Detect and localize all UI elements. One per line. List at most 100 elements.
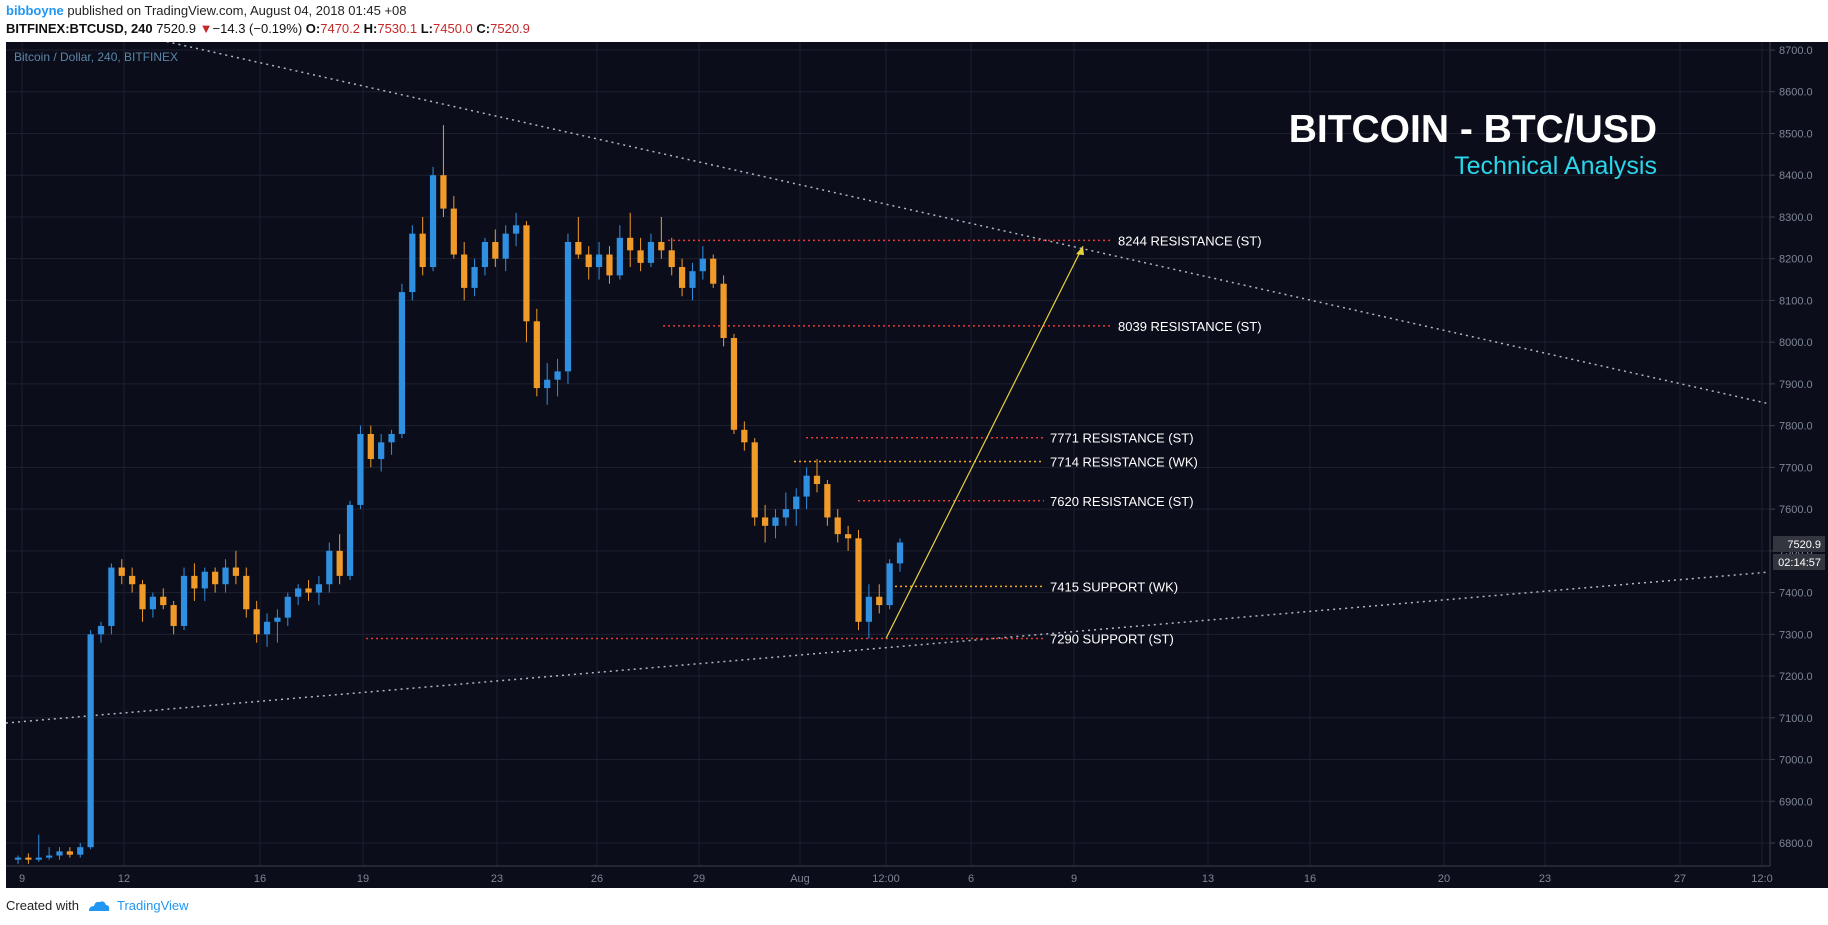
candle-body bbox=[710, 258, 717, 284]
close-value: 7520.9 bbox=[490, 21, 530, 36]
y-tick-label: 7800.0 bbox=[1779, 421, 1813, 433]
candle-body bbox=[305, 588, 312, 593]
candle-body bbox=[585, 254, 592, 268]
x-tick-label: 23 bbox=[1539, 873, 1551, 885]
y-tick-label: 7900.0 bbox=[1779, 379, 1813, 391]
published-text: published on TradingView.com, August 04,… bbox=[67, 3, 407, 18]
candle-body bbox=[606, 254, 613, 276]
symbol-label: BITFINEX:BTCUSD, 240 bbox=[6, 21, 153, 36]
candles bbox=[14, 125, 904, 864]
ohlc-line: BITFINEX:BTCUSD, 240 7520.9 ▼−14.3 (−0.1… bbox=[6, 21, 530, 36]
candle-body bbox=[793, 496, 800, 510]
y-tick-label: 7700.0 bbox=[1779, 462, 1813, 474]
y-tick-label: 7300.0 bbox=[1779, 629, 1813, 641]
candle-body bbox=[25, 857, 32, 860]
candle-body bbox=[741, 429, 748, 443]
candle-body bbox=[378, 442, 385, 460]
candle-body bbox=[502, 233, 509, 259]
y-tick-label: 8200.0 bbox=[1779, 254, 1813, 266]
publish-line: bibboyne published on TradingView.com, A… bbox=[6, 3, 407, 18]
candle-body bbox=[243, 575, 250, 610]
y-axis[interactable]: 8700.0 8600.0 8500.0 8400.0 8300.0 8200.0 8100… bbox=[1769, 42, 1828, 888]
candle-body bbox=[876, 596, 883, 606]
candle-body bbox=[139, 584, 146, 610]
author-link[interactable]: bibboyne bbox=[6, 3, 64, 18]
y-tick-label: 6800.0 bbox=[1779, 838, 1813, 850]
countdown-tag-label: 02:14:57 bbox=[1778, 557, 1821, 569]
y-tick-label: 8000.0 bbox=[1779, 337, 1813, 349]
candle-body bbox=[689, 271, 696, 288]
candle-body bbox=[388, 433, 395, 443]
last-price-tag bbox=[1773, 536, 1825, 552]
candle-body bbox=[824, 484, 831, 518]
candle-body bbox=[658, 241, 665, 251]
candle-body bbox=[481, 241, 489, 268]
open-value: 7470.2 bbox=[320, 21, 360, 36]
candle-body bbox=[637, 250, 644, 263]
y-tick-label: 8300.0 bbox=[1779, 212, 1813, 224]
candle-body bbox=[419, 233, 426, 268]
candle-body bbox=[180, 575, 188, 626]
tradingview-link[interactable]: TradingView bbox=[116, 898, 189, 913]
candle-body bbox=[896, 542, 904, 564]
price-chart[interactable]: 8244 RESISTANCE (ST) 8039 RESISTANCE (ST)… bbox=[0, 42, 1828, 890]
ascending-trendline bbox=[5, 571, 1771, 724]
x-tick-label: 12:0 bbox=[1751, 873, 1772, 885]
chart-subtitle: Technical Analysis bbox=[1454, 152, 1657, 180]
y-tick-label: 7100.0 bbox=[1779, 713, 1813, 725]
candle-body bbox=[191, 575, 198, 589]
level-label: 8039 RESISTANCE (ST) bbox=[1118, 319, 1262, 334]
candle-body bbox=[14, 857, 22, 860]
candle-body bbox=[533, 321, 540, 389]
candle-body bbox=[751, 442, 758, 518]
projection-arrow bbox=[885, 245, 1084, 639]
level-lines: 8244 RESISTANCE (ST) 8039 RESISTANCE (ST)… bbox=[366, 233, 1262, 646]
last-price-tag-label: 7520.9 bbox=[1787, 539, 1821, 551]
level-label: 8244 RESISTANCE (ST) bbox=[1118, 233, 1262, 248]
candle-body bbox=[170, 605, 177, 626]
candle-body bbox=[730, 337, 738, 430]
level-label: 7290 SUPPORT (ST) bbox=[1050, 631, 1174, 646]
candle-body bbox=[512, 225, 520, 234]
x-tick-label: Aug bbox=[790, 873, 810, 885]
candle-body bbox=[761, 517, 769, 526]
candle-body bbox=[253, 609, 260, 635]
candle-body bbox=[647, 241, 655, 263]
level-label: 7620 RESISTANCE (ST) bbox=[1050, 494, 1194, 509]
x-tick-label: 29 bbox=[693, 873, 705, 885]
candle-body bbox=[461, 254, 468, 288]
y-tick-label: 8600.0 bbox=[1779, 87, 1813, 99]
candle-body bbox=[865, 596, 872, 622]
x-tick-label: 6 bbox=[968, 873, 974, 885]
candle-body bbox=[523, 225, 530, 322]
x-tick-label: 16 bbox=[1304, 873, 1316, 885]
candle-body bbox=[56, 851, 63, 856]
x-tick-label: 27 bbox=[1674, 873, 1686, 885]
candle-body bbox=[212, 571, 219, 585]
candle-body bbox=[284, 596, 291, 618]
open-label: O: bbox=[305, 21, 321, 36]
candle-body bbox=[492, 241, 499, 259]
x-tick-label: 23 bbox=[491, 873, 503, 885]
high-value: 7530.1 bbox=[377, 21, 418, 36]
level-label: 7415 SUPPORT (WK) bbox=[1050, 579, 1178, 594]
candle-body bbox=[471, 267, 478, 288]
candle-body bbox=[263, 621, 271, 635]
x-tick-label: 12:00 bbox=[872, 873, 900, 885]
high-label: H: bbox=[363, 21, 378, 36]
x-tick-label: 12 bbox=[118, 873, 130, 885]
candle-body bbox=[232, 567, 240, 576]
level-label: 7771 RESISTANCE (ST) bbox=[1050, 431, 1194, 446]
x-axis[interactable]: 9 12 16 19 23 26 29 Aug 12:00 6 9 13 16 20 23 27 12:0 bbox=[6, 865, 1773, 885]
candle-body bbox=[118, 567, 125, 576]
candle-body bbox=[336, 550, 343, 576]
candle-body bbox=[440, 175, 447, 209]
candle-body bbox=[201, 571, 208, 589]
candle-body bbox=[160, 596, 167, 606]
y-tick-label: 7200.0 bbox=[1779, 671, 1813, 683]
candle-body bbox=[108, 567, 115, 626]
pane-label: Bitcoin / Dollar, 240, BITFINEX bbox=[14, 50, 178, 64]
countdown-tag bbox=[1773, 554, 1825, 570]
footer: Created with TradingView bbox=[6, 898, 189, 913]
y-tick-label: 8700.0 bbox=[1779, 45, 1813, 57]
